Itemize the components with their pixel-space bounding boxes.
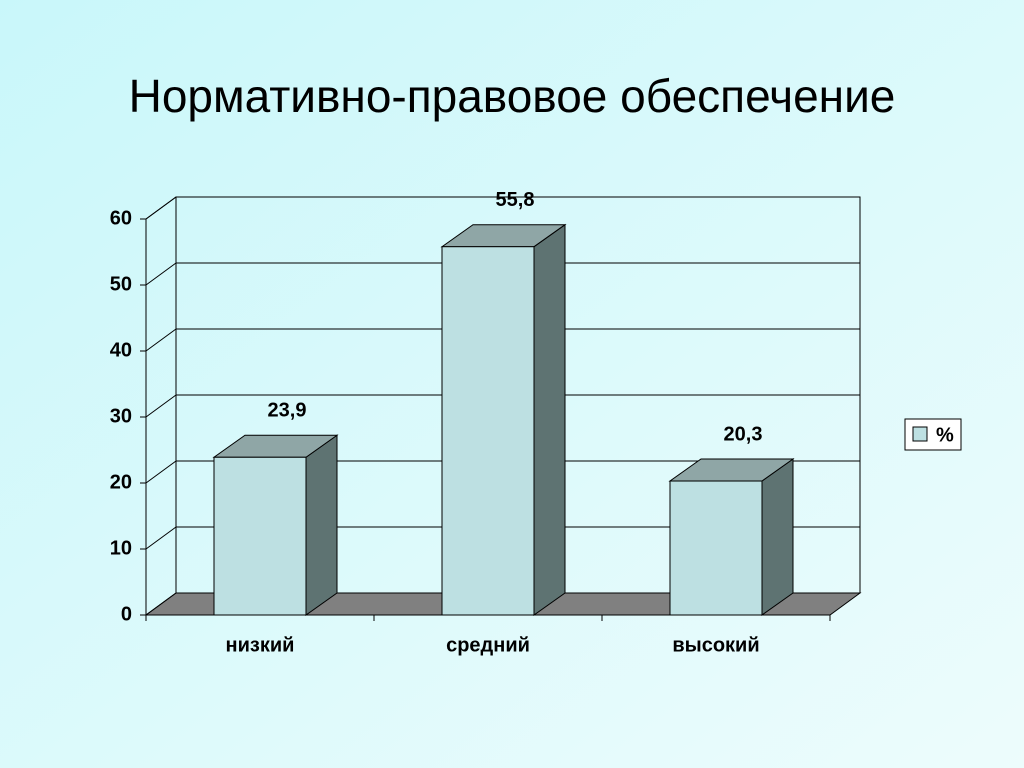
bar-side xyxy=(761,458,794,616)
y-tick-label: 60 xyxy=(110,207,132,229)
chart-title: Нормативно-правовое обеспечение xyxy=(129,70,896,122)
bar xyxy=(212,434,339,616)
y-tick-label: 20 xyxy=(110,471,132,493)
legend-swatch xyxy=(912,426,928,442)
value-label: 23,9 xyxy=(268,400,307,422)
grid-line-wall xyxy=(145,328,177,352)
x-tick-label: средний xyxy=(446,634,530,656)
bar xyxy=(668,458,795,616)
bar-front xyxy=(669,480,763,616)
grid-line-wall xyxy=(145,394,177,418)
y-tick-label: 40 xyxy=(110,339,132,361)
bar-side xyxy=(533,223,566,616)
y-tick-label: 50 xyxy=(110,273,132,295)
x-tick-label: низкий xyxy=(226,634,295,656)
grid-line-wall xyxy=(145,262,177,286)
value-label: 55,8 xyxy=(496,189,535,211)
y-tick-label: 10 xyxy=(110,537,132,559)
bar-front xyxy=(213,456,307,616)
bar xyxy=(440,223,567,616)
grid-line-wall xyxy=(145,592,177,616)
bar-front xyxy=(441,246,535,616)
y-tick-label: 0 xyxy=(121,603,132,625)
grid-line-wall xyxy=(145,460,177,484)
x-tick-label: высокий xyxy=(672,634,759,656)
y-tick-label: 30 xyxy=(110,405,132,427)
bar-side xyxy=(305,434,338,616)
grid-line-wall xyxy=(145,196,177,220)
grid-line-wall xyxy=(145,526,177,550)
legend-label: % xyxy=(936,424,954,446)
value-label: 20,3 xyxy=(724,423,763,445)
